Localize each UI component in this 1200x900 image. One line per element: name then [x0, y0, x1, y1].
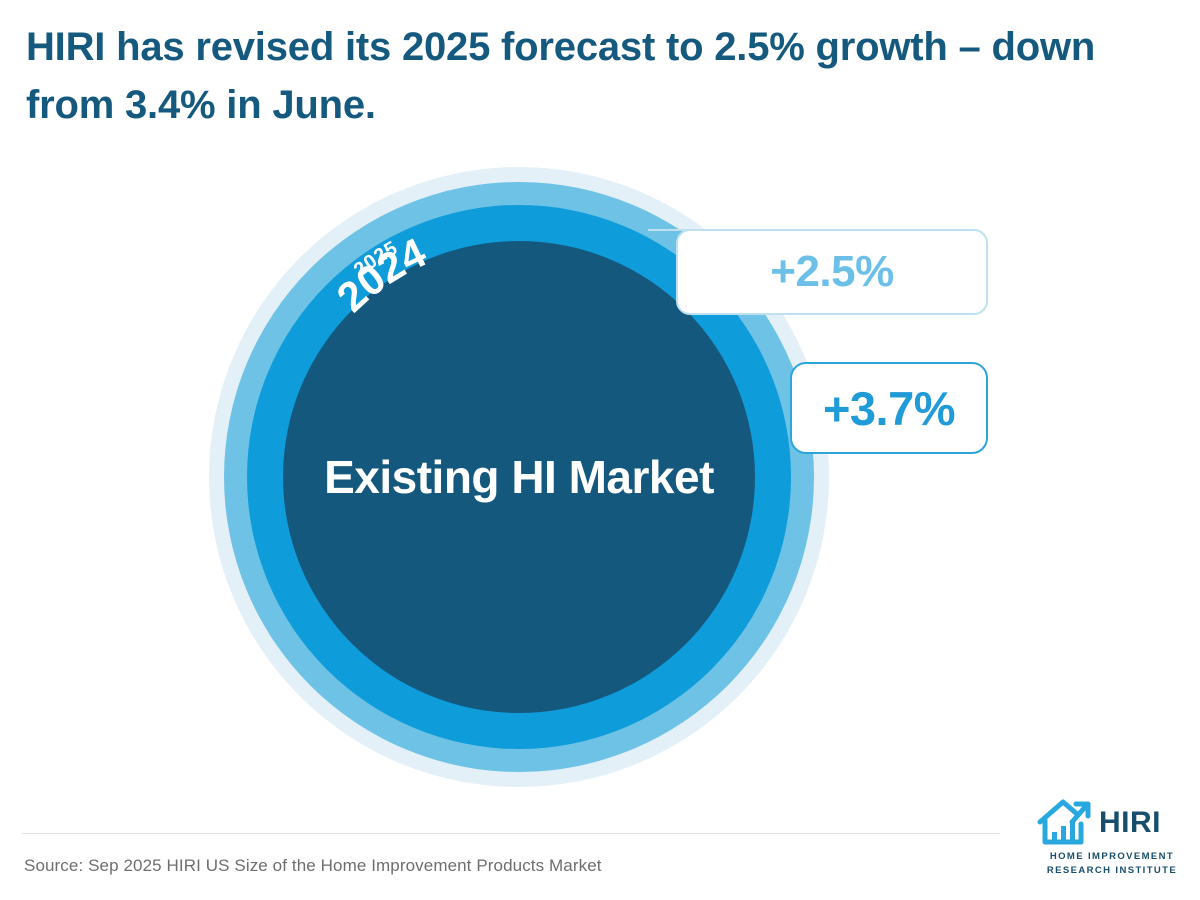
logo-top-row: HIRI — [1036, 796, 1188, 850]
callout-2024-value: +3.7% — [822, 381, 956, 435]
donut-chart: Existing HI Market 2025 2024 +2.5% +3.7% — [209, 167, 988, 787]
source-note: Source: Sep 2025 HIRI US Size of the Hom… — [24, 856, 602, 875]
callout-forecast-2025[interactable]: +2.5% — [676, 229, 988, 315]
core-circle-label: Existing HI Market — [283, 241, 755, 713]
callout-leader-line — [648, 229, 688, 231]
page-title: HIRI has revised its 2025 forecast to 2.… — [26, 25, 1096, 127]
callout-actual-2024[interactable]: +3.7% — [790, 362, 988, 454]
callout-2025-value: +2.5% — [770, 247, 894, 296]
core-circle-existing-hi-market[interactable] — [283, 241, 755, 713]
footer-divider — [22, 833, 1000, 834]
hiri-logo[interactable]: HIRI HOME IMPROVEMENT RESEARCH INSTITUTE — [1036, 796, 1188, 884]
logo-tagline-line-1: HOME IMPROVEMENT — [1049, 851, 1175, 862]
house-growth-chart-icon — [1037, 799, 1091, 845]
core-label-text: Existing HI Market — [324, 450, 714, 503]
logo-wordmark: HIRI — [1099, 806, 1161, 839]
logo-tagline-line-2: RESEARCH INSTITUTE — [1046, 864, 1178, 876]
